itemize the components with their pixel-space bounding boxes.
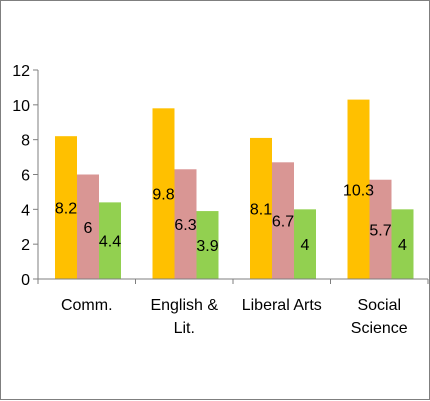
category-labels: Comm. English & Lit. Liberal Arts Social Scie… (61, 297, 408, 337)
data-label: 6.7 (272, 214, 294, 231)
y-tick-label: 2 (21, 237, 30, 254)
data-label: 4 (301, 237, 310, 254)
y-tick-label: 12 (12, 63, 30, 80)
y-tick-label: 10 (12, 98, 30, 115)
x-category-label: Lit. (174, 320, 195, 337)
x-category-label: Comm. (61, 297, 113, 314)
data-label: 9.8 (152, 187, 174, 204)
data-label: 5.7 (369, 222, 391, 239)
data-label: 3.9 (196, 238, 218, 255)
bar (174, 169, 197, 279)
bar (99, 202, 121, 279)
x-category-label: Social (357, 297, 401, 314)
data-label: 8.1 (250, 201, 272, 218)
bar (294, 209, 316, 279)
data-label: 4 (398, 237, 407, 254)
data-label: 6.3 (174, 217, 196, 234)
x-category-label: Science (351, 320, 408, 337)
bar (369, 179, 392, 279)
x-category-label: English & (150, 297, 218, 314)
data-label: 6 (84, 220, 93, 237)
bar (272, 162, 294, 279)
y-tick-label: 6 (21, 168, 30, 185)
bar (347, 99, 370, 279)
x-axis-ticks (37, 279, 429, 284)
chart-marks (55, 99, 414, 279)
y-tick-label: 8 (21, 133, 30, 150)
data-labels: 8.2 9.8 8.1 10.3 6 6.3 6.7 5.7 4.4 3.9 4 4 (55, 182, 407, 255)
bar (152, 108, 175, 279)
data-label: 8.2 (55, 201, 77, 218)
y-axis-ticks: 0 2 4 6 8 10 12 (12, 63, 38, 289)
x-category-label: Liberal Arts (242, 297, 322, 314)
data-label: 4.4 (99, 234, 121, 251)
bar (196, 211, 219, 279)
y-tick-label: 4 (21, 202, 30, 219)
data-label: 10.3 (343, 182, 374, 199)
bar (391, 209, 414, 279)
bar (55, 136, 77, 279)
bar (77, 174, 99, 279)
y-tick-label: 0 (21, 272, 30, 289)
bar (250, 137, 272, 279)
